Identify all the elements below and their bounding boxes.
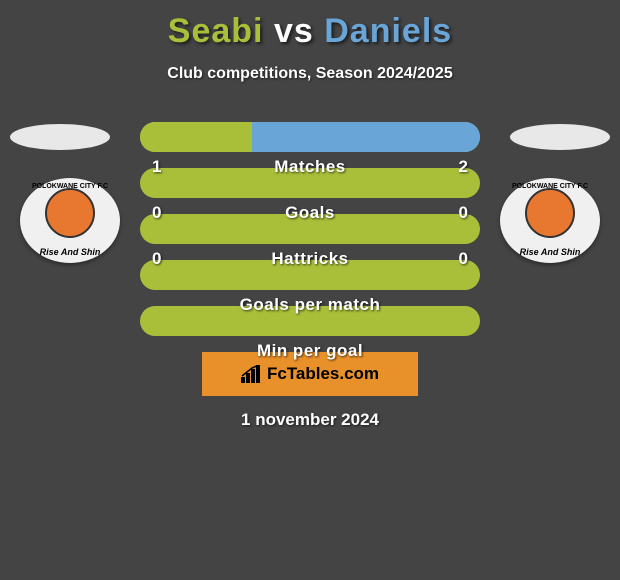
bar-label: Goals per match [140, 290, 480, 320]
left-flag-ellipse [10, 124, 110, 150]
bar-value-right: 0 [459, 244, 468, 274]
chart-icon [241, 365, 263, 383]
bar-left-fill [140, 122, 252, 152]
bar-label: Min per goal [140, 336, 480, 366]
badge-bottom-text: Rise And Shin [20, 247, 120, 257]
bar-value-left: 0 [152, 198, 161, 228]
vs-text: vs [274, 12, 314, 50]
bar-value-right: 0 [459, 198, 468, 228]
right-flag-ellipse [510, 124, 610, 150]
bar-label: Matches [140, 152, 480, 182]
bar-label: Goals [140, 198, 480, 228]
badge-bottom-text: Rise And Shin [500, 247, 600, 257]
badge-inner-icon [45, 188, 95, 238]
player1-name: Seabi [168, 12, 264, 50]
badge-inner-icon [525, 188, 575, 238]
date-text: 1 november 2024 [0, 410, 620, 430]
bar-track [140, 122, 480, 152]
bar-label: Hattricks [140, 244, 480, 274]
comparison-title: Seabi vs Daniels [0, 0, 620, 51]
player2-name: Daniels [324, 12, 452, 50]
bar-value-left: 0 [152, 244, 161, 274]
bar-right-fill [252, 122, 480, 152]
player1-club-badge: POLOKWANE CITY F.C Rise And Shin [20, 178, 120, 263]
logo-text: FcTables.com [267, 364, 379, 384]
subtitle: Club competitions, Season 2024/2025 [0, 65, 620, 83]
comparison-bars: Matches12Goals00Hattricks00Goals per mat… [140, 122, 480, 352]
player2-club-badge: POLOKWANE CITY F.C Rise And Shin [500, 178, 600, 263]
bar-value-right: 2 [459, 152, 468, 182]
stat-bar-row: Matches12 [140, 122, 480, 152]
bar-value-left: 1 [152, 152, 161, 182]
